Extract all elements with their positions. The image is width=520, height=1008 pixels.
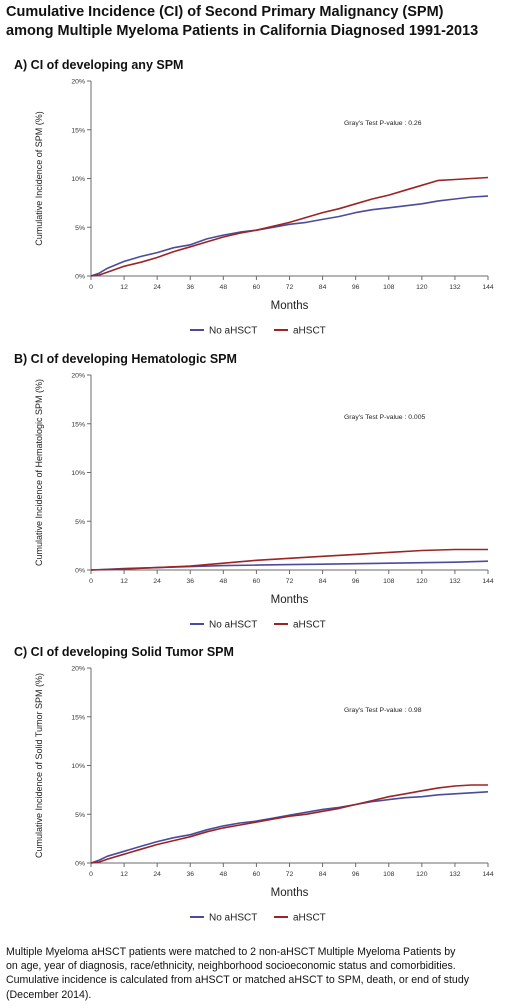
- chart-panel-b: B) CI of developing Hematologic SPM 0% 5%…: [0, 352, 520, 638]
- x-tick-label: 120: [416, 871, 428, 878]
- y-axis-title: Cumulative Incidence of Hematologic SPM …: [34, 379, 44, 566]
- x-tick-label: 84: [319, 871, 327, 878]
- x-tick-label: 36: [186, 871, 194, 878]
- y-tick-label: 10%: [71, 470, 85, 477]
- x-tick-label: 0: [89, 578, 93, 585]
- y-tick-label: 20%: [71, 373, 85, 380]
- footnote-line-1: Multiple Myeloma aHSCT patients were mat…: [6, 946, 456, 958]
- legend-label-ahsct: aHSCT: [293, 326, 326, 337]
- x-tick-label: 96: [352, 871, 360, 878]
- x-tick-label: 108: [383, 284, 395, 291]
- x-tick-label: 48: [220, 578, 228, 585]
- y-tick-label: 5%: [75, 519, 85, 526]
- y-axis-title: Cumulative Incidence of Solid Tumor SPM …: [34, 673, 44, 858]
- x-axis-title: Months: [271, 887, 309, 899]
- x-tick-label: 72: [286, 578, 294, 585]
- panel-title-c: C) CI of developing Solid Tumor SPM: [14, 645, 234, 659]
- x-axis-title: Months: [271, 594, 309, 606]
- y-tick-label: 10%: [71, 763, 85, 770]
- x-tick-label: 36: [186, 284, 194, 291]
- legend-label-no-ahsct: No aHSCT: [209, 913, 257, 924]
- x-tick-label: 48: [220, 284, 228, 291]
- x-tick-label: 132: [449, 871, 461, 878]
- chart-panel-a: A) CI of developing any SPM 0% 5% 10% 15% 20…: [0, 58, 520, 344]
- x-tick-label: 84: [319, 284, 327, 291]
- x-tick-label: 84: [319, 578, 327, 585]
- y-tick-label: 15%: [71, 421, 85, 428]
- legend-label-ahsct: aHSCT: [293, 620, 326, 631]
- x-tick-label: 24: [153, 871, 161, 878]
- x-tick-label: 132: [449, 284, 461, 291]
- x-tick-label: 0: [89, 871, 93, 878]
- y-axis-title: Cumulative Incidence of SPM (%): [34, 111, 44, 246]
- x-axis-title: Months: [271, 300, 309, 312]
- y-tick-label: 5%: [75, 812, 85, 819]
- x-tick-label: 144: [482, 871, 494, 878]
- series-line-no-ahsct: [90, 791, 489, 864]
- y-tick-label: 20%: [71, 666, 85, 673]
- chart-c: 0% 5% 10% 15% 20% 0 12 24 36 48 60 72 84 96 108 120 132 1…: [34, 666, 494, 924]
- series-line-ahsct: [90, 784, 488, 864]
- chart-panel-c: C) CI of developing Solid Tumor SPM 0% 5%…: [0, 645, 520, 931]
- footnote: Multiple Myeloma aHSCT patients were mat…: [6, 945, 518, 1002]
- x-tick-label: 144: [482, 578, 494, 585]
- footnote-line-2: on age, year of diagnosis, race/ethnicit…: [6, 960, 456, 973]
- figure-title-line-2: among Multiple Myeloma Patients in Calif…: [6, 23, 479, 39]
- footnote-line-4: (December 2014).: [6, 988, 92, 1001]
- y-tick-label: 0%: [75, 274, 85, 281]
- legend-label-ahsct: aHSCT: [293, 913, 326, 924]
- p-value-annotation: Gray's Test P-value : 0.26: [344, 120, 422, 127]
- x-tick-label: 12: [120, 578, 128, 585]
- x-tick-label: 96: [352, 578, 360, 585]
- x-tick-label: 132: [449, 578, 461, 585]
- y-tick-label: 0%: [75, 568, 85, 575]
- series-line-ahsct: [90, 176, 489, 277]
- x-tick-label: 60: [253, 284, 261, 291]
- x-tick-label: 12: [120, 871, 128, 878]
- series-line-ahsct: [90, 548, 488, 571]
- y-tick-label: 15%: [71, 127, 85, 134]
- panel-title-b: B) CI of developing Hematologic SPM: [14, 352, 237, 366]
- legend-label-no-ahsct: No aHSCT: [209, 326, 257, 337]
- y-tick-label: 20%: [71, 79, 85, 86]
- series-line-no-ahsct: [90, 195, 489, 277]
- x-tick-label: 120: [416, 578, 428, 585]
- x-tick-label: 144: [482, 284, 494, 291]
- x-tick-label: 108: [383, 871, 395, 878]
- p-value-annotation: Gray's Test P-value : 0.98: [344, 707, 422, 714]
- x-tick-label: 60: [253, 871, 261, 878]
- x-tick-label: 48: [220, 871, 228, 878]
- x-tick-label: 108: [383, 578, 395, 585]
- figure-title-line-1: Cumulative Incidence (CI) of Second Prim…: [6, 4, 444, 20]
- chart-b: 0% 5% 10% 15% 20% 0 12 24 36 48 60 72 84 96 108 120 132 1…: [34, 373, 494, 631]
- footnote-line-3: Cumulative incidence is calculated from …: [6, 974, 470, 987]
- x-tick-label: 72: [286, 284, 294, 291]
- y-tick-label: 5%: [75, 225, 85, 232]
- y-tick-label: 10%: [71, 176, 85, 183]
- x-tick-label: 120: [416, 284, 428, 291]
- x-tick-label: 12: [120, 284, 128, 291]
- p-value-annotation: Gray's Test P-value : 0.005: [344, 414, 425, 421]
- y-tick-label: 15%: [71, 714, 85, 721]
- x-tick-label: 24: [153, 284, 161, 291]
- figure-title: Cumulative Incidence (CI) of Second Prim…: [6, 3, 514, 41]
- y-tick-label: 0%: [75, 861, 85, 868]
- chart-a: 0% 5% 10% 15% 20% 0 12 24 36 48 60 72 84 96 108 120 132 1…: [34, 79, 494, 337]
- x-tick-label: 24: [153, 578, 161, 585]
- x-tick-label: 0: [89, 284, 93, 291]
- x-tick-label: 96: [352, 284, 360, 291]
- legend-label-no-ahsct: No aHSCT: [209, 620, 257, 631]
- panel-title-a: A) CI of developing any SPM: [14, 58, 184, 72]
- x-tick-label: 60: [253, 578, 261, 585]
- x-tick-label: 36: [186, 578, 194, 585]
- x-tick-label: 72: [286, 871, 294, 878]
